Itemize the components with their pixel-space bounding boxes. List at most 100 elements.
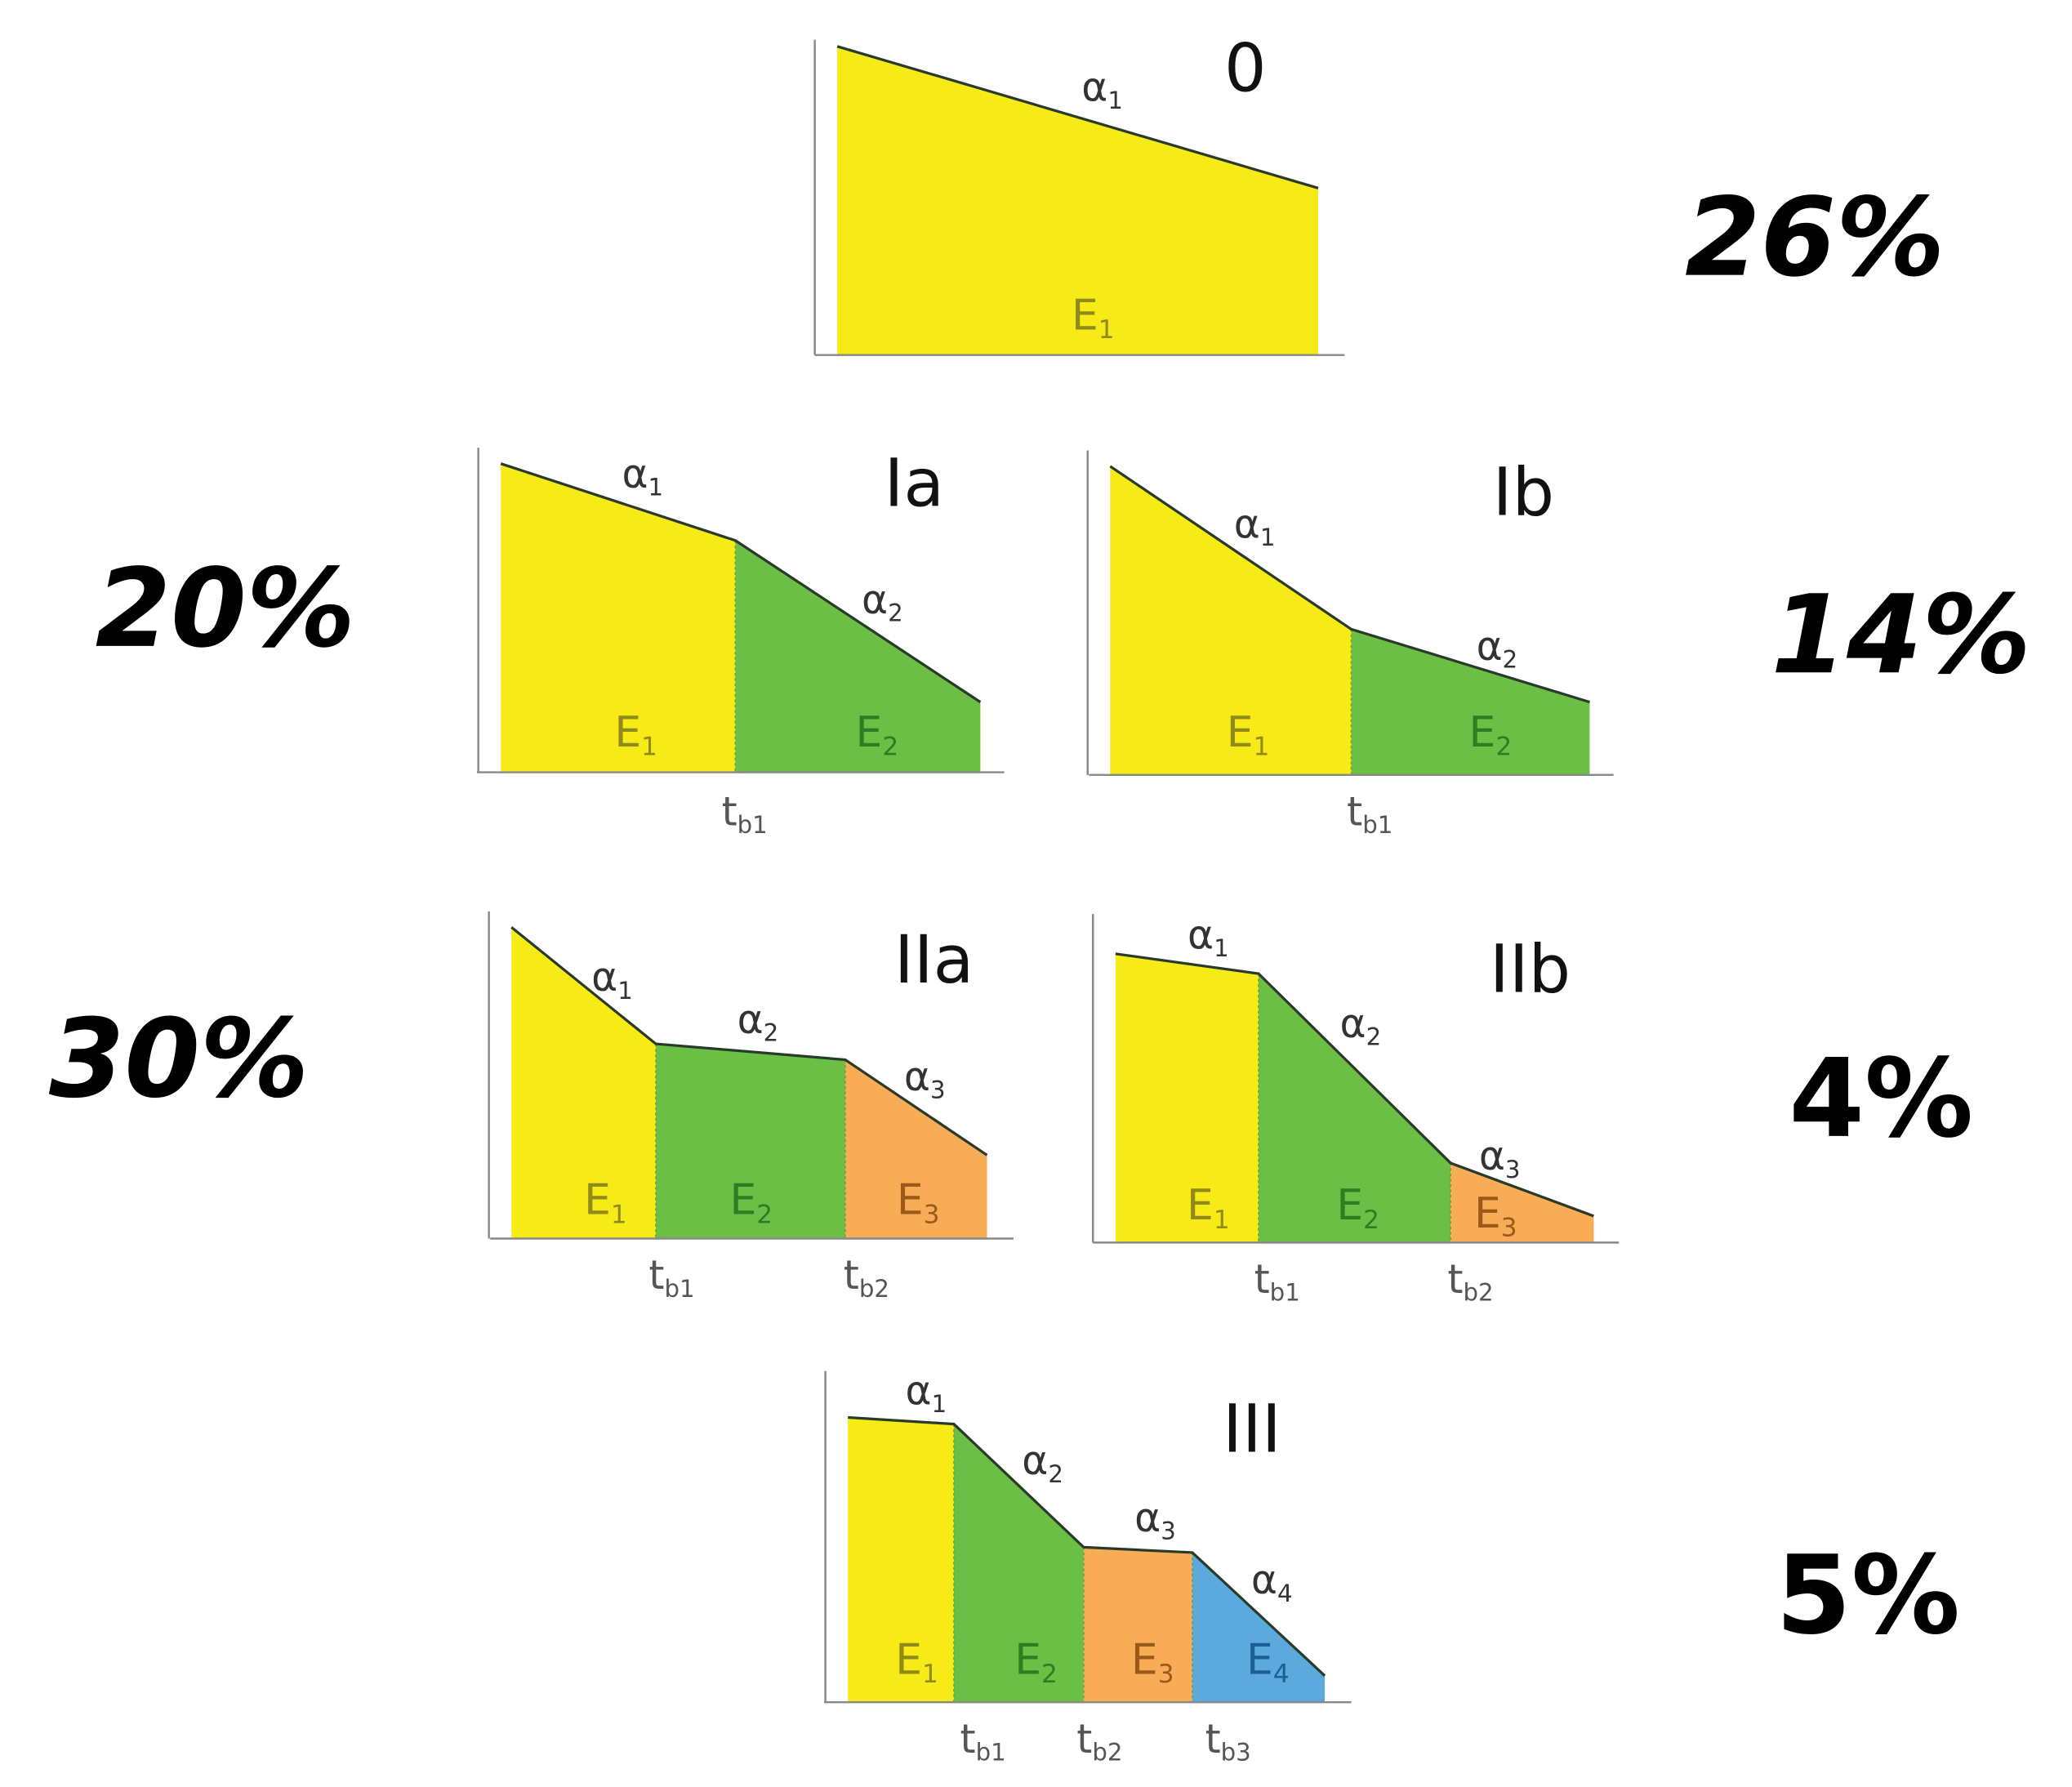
segment-fill — [837, 46, 1318, 355]
alpha-label: α2 — [1340, 1001, 1382, 1051]
alpha-label-sub: 2 — [1366, 1023, 1382, 1051]
alpha-label-main: α — [1251, 1557, 1277, 1603]
percentage: 5% — [1776, 1533, 1960, 1659]
alpha-label: α2 — [1477, 624, 1518, 674]
break-time-label-sub: b1 — [1362, 811, 1392, 839]
alpha-label-main: α — [737, 997, 764, 1043]
break-time-label-sub: b1 — [737, 811, 768, 839]
alpha-label-sub: 1 — [617, 977, 633, 1005]
energy-label-main: E — [1469, 708, 1496, 757]
energy-label-sub: 2 — [1495, 733, 1512, 762]
panel-label: III — [1223, 1391, 1281, 1468]
alpha-label-main: α — [904, 1054, 930, 1100]
energy-label-sub: 1 — [641, 733, 657, 762]
alpha-label-sub: 4 — [1277, 1580, 1293, 1607]
alpha-label-sub: 1 — [1107, 87, 1123, 114]
energy-label-sub: 1 — [1098, 315, 1115, 345]
energy-label-main: E — [856, 708, 883, 757]
panel-label: Ia — [884, 445, 944, 522]
energy-label-sub: 3 — [1501, 1214, 1517, 1243]
energy-label: E2 — [1469, 708, 1513, 762]
segment-fill — [1115, 953, 1259, 1243]
energy-label-main: E — [584, 1176, 611, 1225]
energy-label: E1 — [1227, 708, 1270, 762]
segment-fill — [1450, 1163, 1594, 1243]
percentage: 20% — [96, 546, 355, 672]
alpha-label: α1 — [1081, 65, 1123, 114]
panel-label: 0 — [1224, 31, 1267, 108]
segment-fill — [1192, 1552, 1326, 1703]
alpha-label-sub: 2 — [1048, 1460, 1063, 1488]
alpha-label: α3 — [904, 1054, 946, 1104]
break-time-label-sub: b3 — [1221, 1738, 1251, 1766]
energy-label: E3 — [897, 1176, 940, 1230]
energy-label-main: E — [729, 1176, 756, 1225]
break-time-label: tb1 — [648, 1253, 694, 1303]
break-time-label: tb2 — [844, 1253, 889, 1303]
energy-label-main: E — [1072, 291, 1098, 340]
alpha-label-sub: 3 — [1505, 1156, 1521, 1183]
energy-label-main: E — [1187, 1181, 1214, 1230]
alpha-label-sub: 2 — [888, 599, 903, 627]
alpha-label: α2 — [1022, 1438, 1063, 1488]
break-time-label: tb2 — [1447, 1257, 1493, 1307]
segment-fill — [735, 540, 981, 773]
alpha-label-main: α — [906, 1368, 932, 1414]
decay-curve — [836, 45, 1319, 189]
energy-label-main: E — [895, 1636, 922, 1685]
energy-label: E1 — [614, 708, 657, 762]
decay-curve — [1109, 465, 1590, 704]
alpha-label-sub: 2 — [764, 1019, 779, 1047]
break-time-label-main: t — [1347, 789, 1362, 835]
break-time-label-main: t — [960, 1717, 976, 1762]
energy-label-sub: 1 — [1254, 733, 1270, 762]
energy-label-sub: 4 — [1273, 1660, 1290, 1689]
alpha-label: α1 — [622, 452, 663, 501]
segment-fill — [501, 463, 736, 773]
energy-label: E4 — [1246, 1636, 1290, 1690]
alpha-label-main: α — [1081, 65, 1107, 110]
alpha-label-main: α — [1479, 1134, 1505, 1179]
break-time-label-main: t — [722, 789, 737, 835]
energy-label: E1 — [584, 1176, 627, 1230]
alpha-label-sub: 1 — [648, 473, 664, 501]
alpha-label: α3 — [1479, 1134, 1521, 1183]
alpha-label: α1 — [1234, 502, 1276, 552]
energy-label-main: E — [1336, 1181, 1363, 1230]
segment-fill — [1351, 629, 1590, 775]
break-time-label-sub: b1 — [1270, 1279, 1300, 1307]
energy-label: E1 — [1072, 291, 1115, 345]
energy-label: E2 — [856, 708, 899, 762]
break-time-label: tb2 — [1076, 1717, 1122, 1767]
percentage: 30% — [49, 996, 309, 1122]
energy-label-main: E — [1014, 1636, 1041, 1685]
segment-fill — [1258, 974, 1451, 1243]
energy-label-main: E — [1227, 708, 1254, 757]
break-time-label-main: t — [1447, 1257, 1463, 1303]
break-time-label: tb1 — [1254, 1257, 1300, 1307]
alpha-label-main: α — [622, 452, 648, 497]
alpha-label-sub: 1 — [1214, 934, 1229, 962]
segment-fill — [848, 1417, 954, 1703]
alpha-label-main: α — [1134, 1495, 1161, 1541]
segment-fill — [656, 1044, 845, 1239]
energy-label: E3 — [1474, 1189, 1517, 1243]
segment-fill — [1083, 1547, 1192, 1703]
alpha-label: α1 — [906, 1368, 947, 1418]
energy-label-main: E — [897, 1176, 924, 1225]
energy-label-sub: 1 — [1214, 1205, 1230, 1235]
break-time-label-main: t — [648, 1253, 664, 1299]
alpha-label: α1 — [591, 955, 633, 1005]
energy-label-main: E — [1246, 1636, 1273, 1685]
energy-label: E2 — [1014, 1636, 1058, 1690]
break-time-label-main: t — [1205, 1717, 1221, 1762]
energy-label: E2 — [1336, 1181, 1379, 1235]
energy-label-sub: 2 — [756, 1200, 773, 1229]
break-time-label-sub: b1 — [664, 1275, 694, 1303]
segment-fill — [953, 1424, 1084, 1703]
alpha-label-main: α — [1340, 1001, 1366, 1047]
break-time-label: tb3 — [1205, 1717, 1251, 1767]
energy-label-sub: 2 — [1041, 1660, 1058, 1689]
energy-label-main: E — [1131, 1636, 1158, 1685]
